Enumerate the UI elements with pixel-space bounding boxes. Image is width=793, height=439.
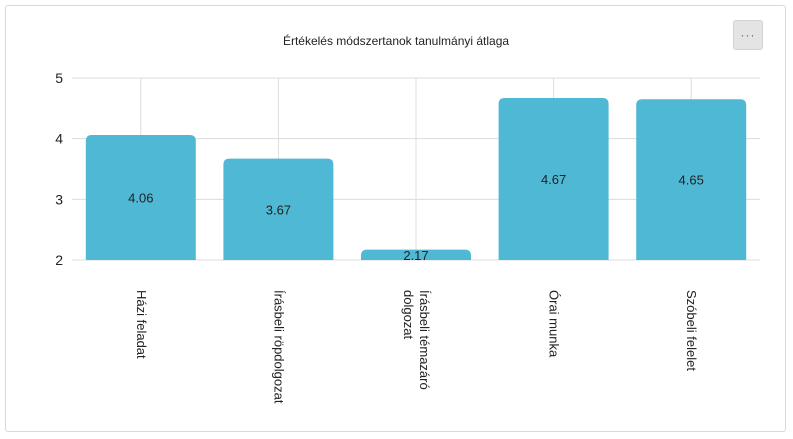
y-axis: 2 3 4 5 [55, 70, 63, 268]
x-tick-label-line: Házi feladat [134, 290, 149, 359]
x-axis: Házi feladat Írásbeli röpdolgozat Írásbeli… [134, 290, 699, 404]
x-tick-label: Házi feladat [134, 290, 149, 359]
y-tick-label: 2 [55, 252, 63, 268]
chart-menu-button[interactable]: ··· [733, 20, 763, 50]
x-tick-label-line: Írásbeli röpdolgozat [271, 290, 286, 404]
data-label: 4.06 [128, 191, 153, 206]
bars: 4.06 3.67 2.17 4.67 4.65 [85, 98, 747, 263]
bar[interactable] [498, 98, 609, 261]
bar[interactable] [223, 158, 334, 260]
x-tick-label-line: Órai munka [547, 290, 562, 358]
bar[interactable] [85, 135, 196, 260]
x-tick-label: Írásbeli röpdolgozat [271, 290, 286, 404]
data-label: 2.17 [403, 248, 428, 263]
chart-title: Értékelés módszertanok tanulmányi átlaga [283, 33, 509, 48]
data-label: 4.65 [679, 173, 704, 188]
x-tick-label: Órai munka [547, 290, 562, 358]
data-label: 3.67 [266, 202, 291, 217]
y-tick-label: 4 [55, 131, 63, 147]
x-tick-label: Szóbeli felelet [684, 290, 699, 371]
y-tick-label: 3 [55, 191, 63, 207]
x-tick-label-line: dolgozat [401, 290, 416, 340]
y-tick-label: 5 [55, 70, 63, 86]
x-tick-label-line: Írásbeli témazáró [417, 290, 432, 390]
more-icon: ··· [740, 28, 756, 42]
bar[interactable] [636, 99, 747, 260]
x-tick-label-line: Szóbeli felelet [684, 290, 699, 371]
data-label: 4.67 [541, 172, 566, 187]
bar[interactable] [361, 249, 471, 260]
